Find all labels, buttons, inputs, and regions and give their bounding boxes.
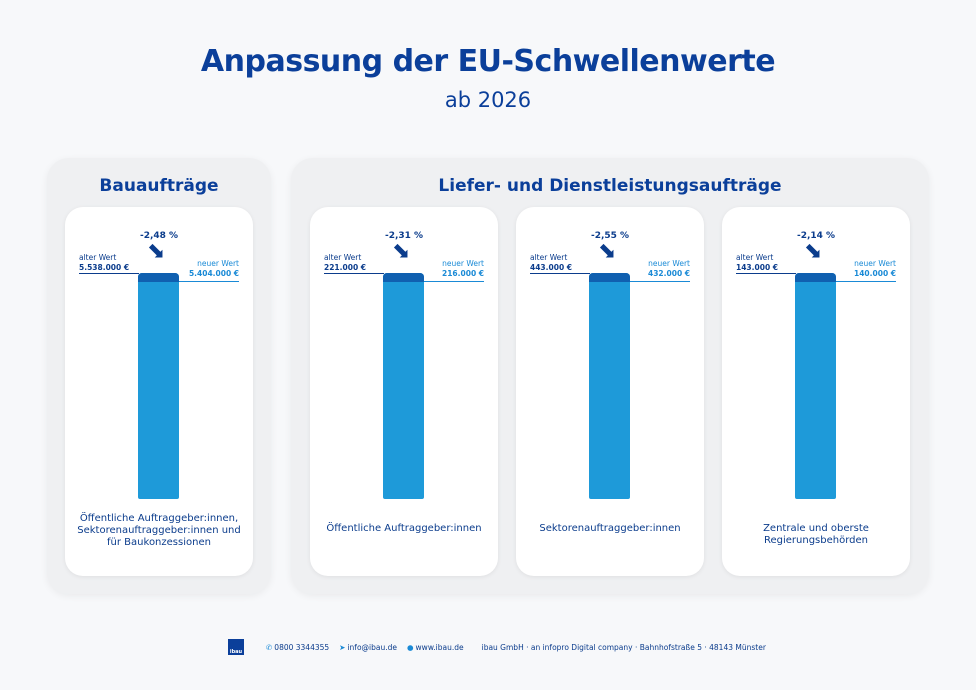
card-label: Öffentliche Auftraggeber:innen	[326, 523, 482, 534]
old-value-line	[736, 273, 796, 274]
old-value-line	[324, 273, 384, 274]
reduction-cap	[138, 273, 179, 282]
change-percent: -2,31 %	[384, 231, 424, 241]
globe-icon: ●	[407, 642, 414, 652]
threshold-card: -2,55 % ⬊ alter Wert 443.000 € neuer Wert…	[516, 207, 704, 576]
new-value-line	[178, 281, 239, 282]
arrow-down-right-icon: ⬊	[598, 239, 617, 264]
card-label: Sektorenauftraggeber:innen	[539, 523, 681, 534]
change-percent: -2,55 %	[590, 231, 630, 241]
new-value: neuer Wert 432.000 €	[648, 259, 690, 278]
footer-phone[interactable]: ✆ 0800 3344355	[266, 642, 330, 652]
page-subtitle: ab 2026	[444, 88, 532, 112]
card-label: Zentrale und oberste Regierungsbehörden	[763, 523, 869, 546]
old-value: alter Wert 5.538.000 €	[79, 253, 130, 272]
change-percent: -2,14 %	[796, 231, 836, 241]
new-value-line	[423, 281, 484, 282]
arrow-down-right-icon: ⬊	[392, 239, 411, 264]
value-bar	[589, 273, 630, 499]
card-label: Öffentliche Auftraggeber:innen, Sektoren…	[77, 513, 241, 548]
panel-title: Liefer- und Dienstleistungsaufträge	[438, 176, 782, 196]
threshold-card: -2,31 % ⬊ alter Wert 221.000 € neuer Wert…	[310, 207, 498, 576]
threshold-card: -2,48 % ⬊ alter Wert 5.538.000 € neuer We…	[65, 207, 253, 576]
new-value-line	[835, 281, 896, 282]
ibau-logo: ibau	[228, 639, 244, 655]
new-value: neuer Wert 140.000 €	[854, 259, 896, 278]
value-bar	[138, 273, 179, 499]
reduction-cap	[383, 273, 424, 282]
old-value: alter Wert 221.000 €	[324, 253, 366, 272]
old-value: alter Wert 143.000 €	[736, 253, 778, 272]
threshold-card: -2,14 % ⬊ alter Wert 143.000 € neuer Wert…	[722, 207, 910, 576]
send-icon: ➤	[339, 642, 346, 652]
arrow-down-right-icon: ⬊	[147, 239, 166, 264]
new-value-line	[629, 281, 690, 282]
panel-title: Bauaufträge	[99, 176, 219, 196]
footer-address: ibau GmbH · an infopro Digital company ·…	[481, 642, 766, 652]
footer: ibau ✆ 0800 3344355 ➤ info@ibau.de ● www.ib…	[228, 639, 766, 655]
new-value: neuer Wert 5.404.000 €	[188, 259, 239, 278]
arrow-down-right-icon: ⬊	[804, 239, 823, 264]
page-title: Anpassung der EU-Schwellenwerte	[200, 44, 776, 79]
old-value: alter Wert 443.000 €	[530, 253, 572, 272]
footer-web[interactable]: ● www.ibau.de	[407, 642, 464, 652]
value-bar	[383, 273, 424, 499]
new-value: neuer Wert 216.000 €	[442, 259, 484, 278]
old-value-line	[79, 273, 139, 274]
value-bar	[795, 273, 836, 499]
phone-icon: ✆	[266, 642, 273, 652]
reduction-cap	[589, 273, 630, 282]
change-percent: -2,48 %	[139, 231, 179, 241]
reduction-cap	[795, 273, 836, 282]
old-value-line	[530, 273, 590, 274]
footer-email[interactable]: ➤ info@ibau.de	[339, 642, 397, 652]
